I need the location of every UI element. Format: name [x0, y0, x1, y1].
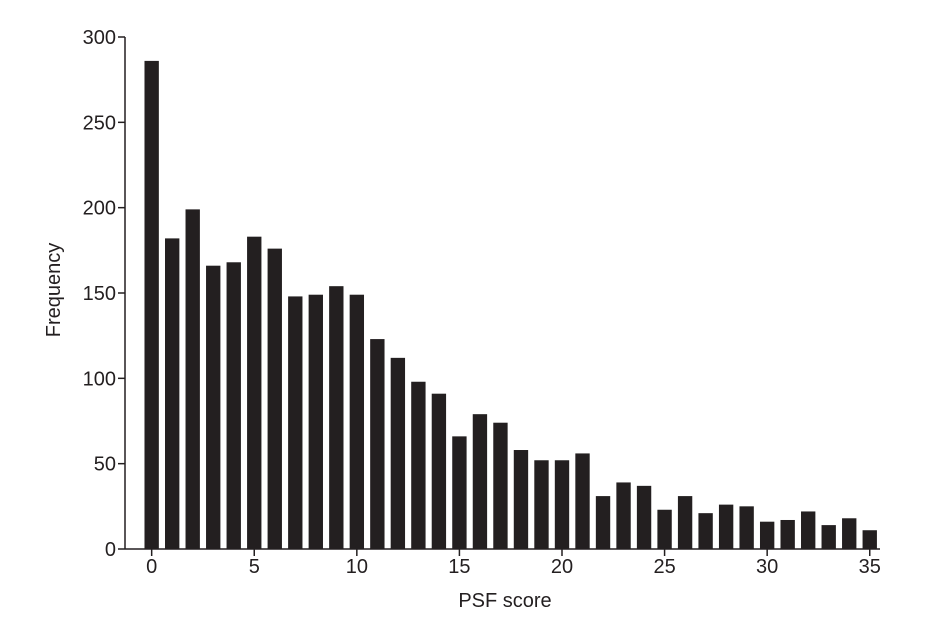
bar	[595, 496, 611, 549]
bar	[759, 521, 775, 549]
bar	[370, 339, 385, 549]
bar	[780, 519, 795, 549]
x-tick-label: 5	[249, 556, 260, 578]
bar	[677, 496, 693, 549]
bar	[144, 60, 159, 549]
y-tick-label: 250	[83, 112, 116, 134]
bar	[534, 460, 549, 549]
bar	[657, 509, 672, 549]
bar	[206, 265, 221, 549]
bar	[616, 482, 631, 549]
bar	[862, 530, 877, 549]
y-tick-label: 50	[94, 454, 116, 476]
x-tick-label: 10	[346, 556, 368, 578]
bar	[349, 294, 365, 549]
bar	[801, 511, 816, 549]
x-tick-label: 0	[146, 556, 157, 578]
bar	[821, 525, 836, 549]
x-axis-label: PSF score	[458, 590, 551, 612]
y-axis-label: Frequency	[43, 243, 65, 338]
x-tick-label: 20	[551, 556, 573, 578]
bar	[288, 296, 303, 549]
x-tick-label: 15	[448, 556, 470, 578]
bar	[452, 436, 467, 549]
y-tick-label: 100	[83, 368, 116, 390]
bar	[165, 238, 180, 550]
y-tick-label: 150	[83, 283, 116, 305]
bar	[431, 393, 447, 549]
y-tick-label: 300	[83, 27, 116, 49]
y-tick-label: 0	[105, 539, 116, 561]
bar	[636, 485, 652, 549]
x-tick-label: 35	[859, 556, 881, 578]
bar	[329, 286, 344, 549]
bar	[842, 518, 857, 549]
bar	[739, 506, 754, 549]
bar	[575, 453, 590, 549]
bar	[411, 381, 426, 549]
bar	[226, 262, 241, 549]
bar	[513, 450, 529, 549]
bar	[554, 460, 570, 549]
bar	[308, 294, 323, 549]
bar	[493, 422, 508, 549]
bar	[390, 357, 406, 549]
bar	[185, 209, 200, 549]
x-tick-label: 30	[756, 556, 778, 578]
bar	[247, 236, 262, 549]
x-tick-label: 25	[653, 556, 675, 578]
bar	[698, 513, 713, 549]
bar	[267, 248, 282, 550]
bar	[472, 414, 488, 549]
bar	[718, 504, 734, 549]
y-tick-label: 200	[83, 198, 116, 220]
